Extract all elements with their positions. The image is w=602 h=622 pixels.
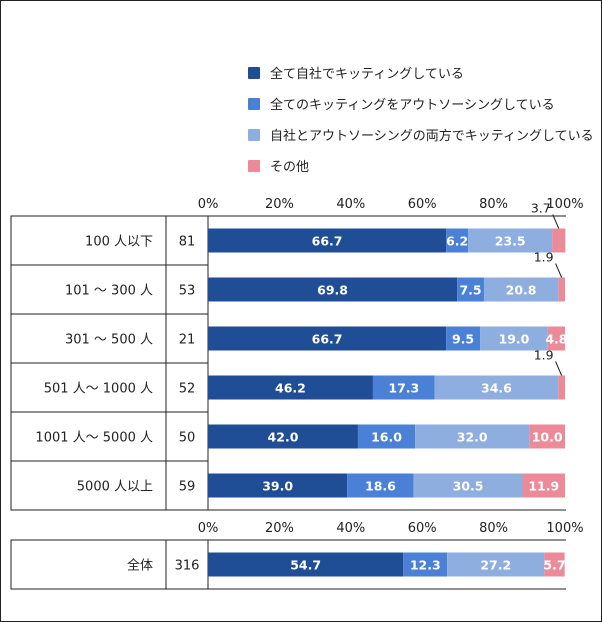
category-label: 101 〜 300 人 bbox=[65, 284, 153, 299]
n-label: 59 bbox=[179, 480, 196, 495]
bar-segment bbox=[372, 375, 435, 400]
data-label: 30.5 bbox=[453, 479, 484, 494]
data-label: 23.5 bbox=[495, 234, 526, 249]
data-label: 66.7 bbox=[312, 332, 343, 347]
data-label: 11.9 bbox=[528, 479, 559, 494]
bar-segment bbox=[413, 473, 523, 498]
legend-swatch bbox=[248, 66, 260, 79]
bar-segment bbox=[558, 375, 565, 400]
bar-segment bbox=[208, 375, 373, 400]
data-label: 1.9 bbox=[534, 348, 554, 363]
data-label: 19.0 bbox=[499, 332, 530, 347]
leader-line bbox=[552, 214, 560, 229]
data-label: 42.0 bbox=[268, 430, 299, 445]
x-tick-label: 100% bbox=[546, 197, 583, 212]
leader-line bbox=[555, 263, 563, 278]
bar-segment bbox=[558, 277, 565, 302]
legend-item: 全てのキッティングをアウトソーシングしている bbox=[248, 88, 594, 119]
legend-item: 全て自社でキッティングしている bbox=[248, 57, 594, 88]
x-tick-label: 60% bbox=[408, 197, 437, 212]
x-tick-label: 40% bbox=[336, 521, 365, 536]
data-label: 69.8 bbox=[317, 283, 348, 298]
data-label: 54.7 bbox=[290, 558, 321, 573]
data-label: 39.0 bbox=[262, 479, 293, 494]
legend-label: 全てのキッティングをアウトソーシングしている bbox=[270, 98, 555, 113]
data-label: 3.7 bbox=[531, 201, 551, 216]
legend-swatch bbox=[248, 97, 260, 110]
x-tick-label: 100% bbox=[546, 521, 583, 536]
category-label: 301 〜 500 人 bbox=[65, 333, 153, 348]
bar-segment bbox=[446, 228, 469, 253]
data-label: 20.8 bbox=[506, 283, 537, 298]
data-label: 9.5 bbox=[452, 332, 474, 347]
data-label: 27.2 bbox=[480, 558, 511, 573]
bar-segment bbox=[208, 326, 447, 351]
bar-segment bbox=[544, 552, 565, 577]
data-label: 5.7 bbox=[543, 558, 565, 573]
x-tick-label: 80% bbox=[479, 521, 508, 536]
category-label: 5000 人以上 bbox=[77, 480, 153, 495]
category-label: 1001 人〜 5000 人 bbox=[35, 431, 153, 446]
bar-segment bbox=[208, 552, 404, 577]
bar-segment bbox=[483, 277, 559, 302]
bar-segment bbox=[480, 326, 548, 351]
bar-segment bbox=[529, 424, 565, 449]
bar-segment bbox=[434, 375, 559, 400]
data-label: 12.3 bbox=[410, 558, 441, 573]
x-tick-label: 40% bbox=[336, 197, 365, 212]
data-label: 6.2 bbox=[446, 234, 468, 249]
legend-label: 自社とアウトソーシングの両方でキッティングしている bbox=[270, 129, 594, 144]
bar-segment bbox=[468, 228, 553, 253]
x-tick-label: 80% bbox=[479, 197, 508, 212]
data-label: 16.0 bbox=[371, 430, 402, 445]
legend-label: その他 bbox=[270, 160, 310, 175]
data-label: 32.0 bbox=[457, 430, 488, 445]
bar-segment bbox=[522, 473, 565, 498]
bar-segment bbox=[208, 424, 358, 449]
x-tick-label: 20% bbox=[265, 197, 294, 212]
data-label: 18.6 bbox=[365, 479, 396, 494]
bar-segment bbox=[208, 228, 447, 253]
x-tick-label: 0% bbox=[198, 521, 219, 536]
bar-segment bbox=[403, 552, 448, 577]
bar-segment bbox=[457, 277, 484, 302]
bar-segment bbox=[447, 552, 545, 577]
bar-segment bbox=[547, 326, 565, 351]
x-tick-label: 60% bbox=[408, 521, 437, 536]
data-label: 7.5 bbox=[459, 283, 481, 298]
bar-segment bbox=[208, 277, 458, 302]
n-label: 21 bbox=[179, 333, 196, 348]
bar-segment bbox=[347, 473, 414, 498]
bar-segment bbox=[208, 473, 348, 498]
category-label: 501 人〜 1000 人 bbox=[44, 382, 153, 397]
bar-segment bbox=[357, 424, 416, 449]
data-label: 66.7 bbox=[312, 234, 343, 249]
n-label: 316 bbox=[175, 559, 200, 574]
category-label: 全体 bbox=[127, 558, 153, 574]
leader-line bbox=[555, 361, 563, 376]
data-label: 10.0 bbox=[532, 430, 563, 445]
bar-segment bbox=[552, 228, 566, 253]
legend-item: その他 bbox=[248, 150, 594, 181]
x-tick-label: 20% bbox=[265, 521, 294, 536]
data-label: 46.2 bbox=[275, 381, 306, 396]
data-label: 1.9 bbox=[534, 250, 554, 265]
n-label: 53 bbox=[179, 284, 196, 299]
x-tick-label: 0% bbox=[198, 197, 219, 212]
bar-segment bbox=[415, 424, 530, 449]
n-label: 50 bbox=[179, 431, 196, 446]
data-label: 34.6 bbox=[481, 381, 512, 396]
legend-label: 全て自社でキッティングしている bbox=[270, 67, 464, 82]
n-label: 81 bbox=[179, 235, 196, 250]
data-label: 17.3 bbox=[388, 381, 419, 396]
legend: 全て自社でキッティングしている 全てのキッティングをアウトソーシングしている 自… bbox=[248, 57, 594, 181]
bar-segment bbox=[446, 326, 481, 351]
legend-swatch bbox=[248, 128, 260, 141]
n-label: 52 bbox=[179, 382, 196, 397]
legend-item: 自社とアウトソーシングの両方でキッティングしている bbox=[248, 119, 594, 150]
data-label: 4.8 bbox=[545, 332, 567, 347]
legend-swatch bbox=[248, 159, 260, 172]
category-label: 100 人以下 bbox=[85, 235, 153, 250]
